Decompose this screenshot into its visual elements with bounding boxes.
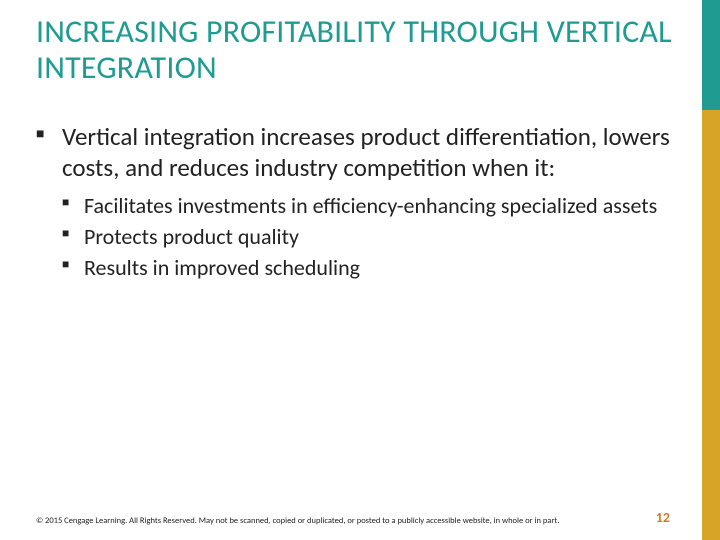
bullet-lvl2-item: Results in improved scheduling	[62, 255, 678, 282]
accent-bar-top	[702, 0, 720, 110]
bullet-lvl2-item: Facilitates investments in efficiency-en…	[62, 193, 678, 220]
accent-bar	[702, 0, 720, 540]
slide-title: INCREASING PROFITABILITY THROUGH VERTICA…	[36, 14, 680, 86]
bullet-lvl1-item: Vertical integration increases product d…	[36, 122, 678, 281]
bullet-list-lvl2: Facilitates investments in efficiency-en…	[62, 193, 678, 281]
bullet-lvl1-text: Vertical integration increases product d…	[62, 121, 670, 183]
slide: INCREASING PROFITABILITY THROUGH VERTICA…	[0, 0, 720, 540]
bullet-list-lvl1: Vertical integration increases product d…	[36, 122, 678, 281]
slide-body: Vertical integration increases product d…	[36, 122, 678, 291]
page-number: 12	[656, 509, 670, 526]
bullet-lvl2-item: Protects product quality	[62, 224, 678, 251]
copyright-text: © 2015 Cengage Learning. All Rights Rese…	[36, 517, 656, 526]
slide-footer: © 2015 Cengage Learning. All Rights Rese…	[36, 509, 670, 526]
accent-bar-bottom	[702, 110, 720, 540]
